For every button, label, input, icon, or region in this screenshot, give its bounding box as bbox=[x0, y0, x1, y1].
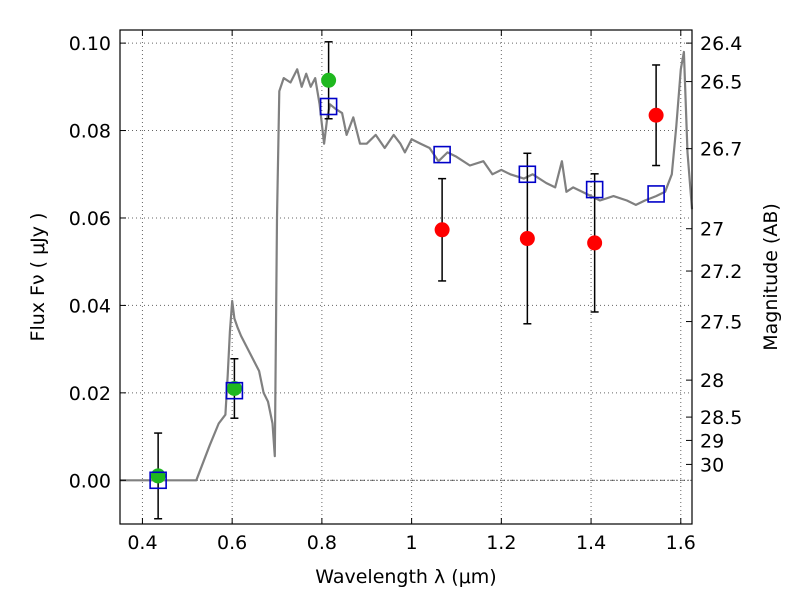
model-bandpass-square bbox=[585, 180, 604, 199]
plot-area bbox=[120, 41, 694, 520]
x-tick-label: 1 bbox=[406, 532, 418, 554]
mag-tick-label: 27.5 bbox=[700, 312, 742, 334]
model-bandpass-square bbox=[647, 185, 665, 203]
x-tick-label: 0.4 bbox=[127, 532, 157, 554]
right-axis-label: Magnitude (AB) bbox=[760, 203, 782, 351]
observed-point-red bbox=[587, 235, 603, 251]
y-tick-label: 0.04 bbox=[69, 295, 111, 317]
x-tick-label: 1.2 bbox=[486, 532, 516, 554]
observed-point-red bbox=[519, 231, 535, 247]
y-axis-label: Flux Fν ( μJy ) bbox=[27, 213, 49, 342]
x-tick-label: 0.6 bbox=[217, 532, 247, 554]
grid bbox=[120, 30, 692, 524]
mag-tick-label: 27 bbox=[700, 219, 724, 241]
mag-tick-label: 26.7 bbox=[700, 139, 742, 161]
x-tick-label: 1.4 bbox=[576, 532, 606, 554]
y-tick-label: 0.02 bbox=[69, 383, 111, 405]
mag-tick-label: 28 bbox=[700, 370, 724, 392]
observed-point-green bbox=[226, 380, 242, 396]
x-tick-label: 0.8 bbox=[307, 532, 337, 554]
axis-ticks: 0.4 0.6 0.8 1 1.2 1.4 1.6 0.00 0.02 0.04 0.06 0.08 0… bbox=[69, 30, 742, 554]
observed-point-red bbox=[434, 222, 450, 238]
axes-frame bbox=[119, 29, 693, 525]
mag-tick-label: 27.2 bbox=[700, 261, 742, 283]
model-bandpass-square bbox=[433, 145, 451, 164]
model-bandpass-square bbox=[149, 471, 167, 490]
observed-point-green bbox=[150, 468, 166, 484]
model-spectrum-line bbox=[120, 50, 694, 482]
y-tick-label: 0.10 bbox=[69, 33, 111, 55]
mag-tick-label: 30 bbox=[700, 454, 724, 476]
mag-tick-label: 26.4 bbox=[700, 33, 742, 55]
y-tick-label: 0.08 bbox=[69, 121, 111, 143]
model-bandpass-square bbox=[319, 97, 338, 116]
mag-tick-label: 29 bbox=[700, 430, 724, 452]
model-bandpass-square bbox=[518, 165, 537, 184]
mag-tick-label: 26.5 bbox=[700, 72, 742, 94]
x-axis-label: Wavelength λ (μm) bbox=[315, 566, 496, 588]
observed-point-green bbox=[321, 72, 337, 88]
y-tick-label: 0.00 bbox=[69, 470, 111, 492]
mag-tick-label: 28.5 bbox=[700, 407, 742, 429]
observed-point-red bbox=[648, 107, 664, 123]
y-tick-label: 0.06 bbox=[69, 208, 111, 230]
model-bandpass-square bbox=[225, 381, 244, 400]
x-tick-label: 1.6 bbox=[666, 532, 696, 554]
